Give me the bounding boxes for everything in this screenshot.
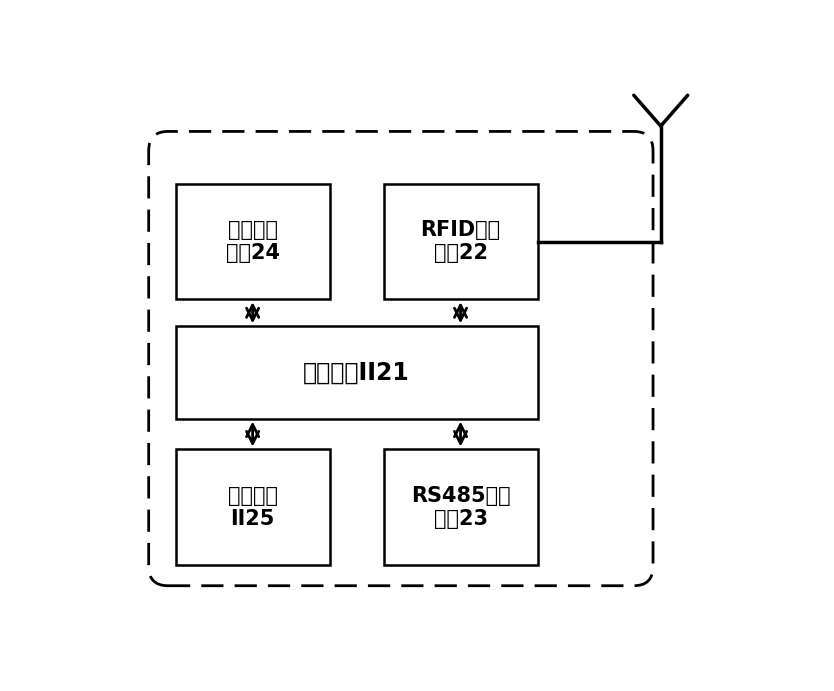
Text: 电源模块
II25: 电源模块 II25 [228, 486, 278, 529]
FancyBboxPatch shape [176, 449, 329, 565]
Text: RFID收发
模块22: RFID收发 模块22 [420, 220, 500, 263]
Text: 智能显示
模块24: 智能显示 模块24 [226, 220, 279, 263]
FancyBboxPatch shape [384, 449, 538, 565]
FancyBboxPatch shape [176, 326, 538, 419]
Text: RS485通信
模块23: RS485通信 模块23 [410, 486, 510, 529]
FancyBboxPatch shape [384, 184, 538, 299]
FancyBboxPatch shape [176, 184, 329, 299]
Text: 主控制器II21: 主控制器II21 [304, 361, 410, 384]
